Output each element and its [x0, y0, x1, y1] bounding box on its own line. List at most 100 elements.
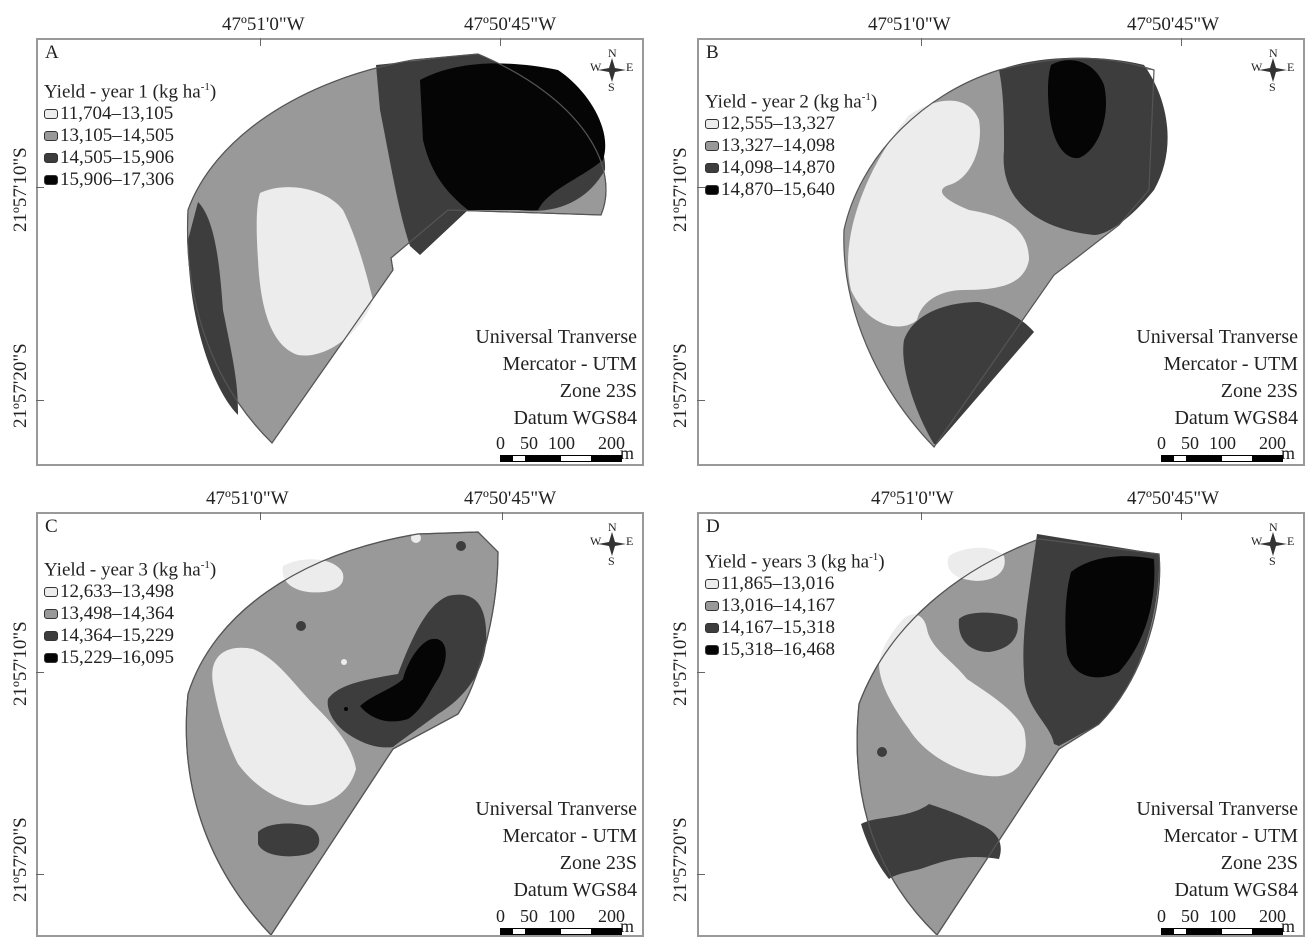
yield-zone: [1065, 556, 1155, 678]
legend-swatch: [44, 609, 58, 620]
lat-label-top: 21º57'10"S: [10, 621, 31, 706]
legend-item: 12,555–13,327: [705, 113, 877, 135]
yield-spot: [344, 707, 348, 711]
lon-label-left: 47º51'0"W: [206, 488, 289, 509]
field-boundary: [856, 538, 1161, 935]
compass-rose-icon: N W E S: [1251, 520, 1295, 568]
lon-label-right: 47º50'45"W: [464, 488, 557, 509]
yield-map-b: [843, 57, 1168, 448]
panel-letter: B: [706, 42, 719, 63]
legend-item: 14,505–15,906: [44, 147, 216, 169]
lat-label-top: 21º57'10"S: [670, 147, 691, 232]
lon-label-left: 47º51'0"W: [871, 488, 954, 509]
legend-swatch: [44, 631, 58, 642]
legend-item: 11,865–13,016: [705, 573, 885, 595]
legend-swatch: [44, 175, 58, 186]
legend-title: Yield - years 3 (kg ha-1): [705, 551, 885, 573]
legend-swatch: [705, 119, 719, 130]
yield-spot: [411, 533, 421, 543]
legend-swatch: [44, 587, 58, 598]
yield-zone: [282, 559, 344, 593]
compass-rose-icon: N W E S: [1251, 46, 1295, 94]
yield-zone: [958, 612, 1018, 652]
legend-item: 14,364–15,229: [44, 625, 216, 647]
lat-label-bottom: 21º57'20"S: [10, 817, 31, 902]
legend-swatch: [705, 163, 719, 174]
map-panel-d: D Yield - years 3 (kg ha-1) 11,865–13,01…: [697, 512, 1305, 937]
legend-item: 14,167–15,318: [705, 617, 885, 639]
lon-label-right: 47º50'45"W: [1127, 488, 1220, 509]
compass-rose-icon: N W E S: [590, 520, 634, 568]
yield-spot: [877, 747, 887, 757]
projection-info: Universal Tranverse Mercator - UTM Zone …: [475, 798, 637, 901]
legend-title: Yield - year 3 (kg ha-1): [44, 559, 217, 581]
legend: Yield - year 1 (kg ha-1) 11,704–13,105 1…: [44, 76, 216, 191]
field-boundary: [843, 57, 1155, 448]
lat-label-top: 21º57'10"S: [670, 621, 691, 706]
yield-zone: [212, 647, 356, 806]
legend-item: 15,906–17,306: [44, 169, 216, 191]
yield-zone: [861, 804, 1001, 879]
yield-zone: [188, 202, 238, 415]
legend-item: 15,318–16,468: [705, 639, 885, 661]
lon-label-left: 47º51'0"W: [222, 14, 305, 35]
legend-item: 13,016–14,167: [705, 595, 885, 617]
yield-zone: [1047, 60, 1107, 159]
compass-rose-icon: N W E S: [590, 46, 634, 94]
scale-bar: 0 50 100 200 m: [1157, 906, 1296, 936]
projection-info: Universal Tranverse Mercator - UTM Zone …: [475, 326, 637, 429]
legend-item: 13,105–14,505: [44, 125, 216, 147]
legend-swatch: [44, 109, 58, 120]
lon-label-right: 47º50'45"W: [464, 14, 557, 35]
lat-label-bottom: 21º57'20"S: [670, 817, 691, 902]
lat-label-top: 21º57'10"S: [10, 147, 31, 232]
scale-bar: 0 50 100 200 m: [496, 906, 635, 936]
panel-letter: C: [45, 516, 58, 537]
yield-map-d: [856, 534, 1161, 935]
legend-item: 13,327–14,098: [705, 135, 877, 157]
legend-title: Yield - year 1 (kg ha-1): [44, 81, 217, 103]
yield-zone: [848, 100, 1029, 327]
legend-swatch: [705, 185, 719, 196]
scale-bar: 0 50 100 200 m: [1157, 433, 1296, 463]
yield-zone: [256, 187, 373, 356]
legend-swatch: [44, 131, 58, 142]
lon-label-right: 47º50'45"W: [1127, 14, 1220, 35]
lon-label-left: 47º51'0"W: [868, 14, 951, 35]
legend-swatch: [705, 141, 719, 152]
map-panel-b: B Yield - year 2 (kg ha-1) 12,555–13,327…: [697, 38, 1305, 466]
field-boundary: [186, 53, 607, 444]
legend-item: 15,229–16,095: [44, 647, 216, 669]
yield-spot: [341, 659, 347, 665]
legend: Yield - year 2 (kg ha-1) 12,555–13,327 1…: [705, 86, 877, 201]
yield-spot: [456, 541, 466, 551]
yield-zone: [258, 823, 320, 857]
field-boundary: [185, 531, 499, 935]
projection-info: Universal Tranverse Mercator - UTM Zone …: [1136, 326, 1298, 429]
lat-label-bottom: 21º57'20"S: [670, 343, 691, 428]
yield-zone: [947, 547, 1005, 581]
yield-map-c: [185, 531, 499, 935]
yield-spot: [296, 621, 306, 631]
legend-item: 12,633–13,498: [44, 581, 216, 603]
panel-letter: D: [706, 516, 720, 537]
yield-zone: [903, 302, 1034, 444]
legend-item: 13,498–14,364: [44, 603, 216, 625]
panel-letter: A: [45, 42, 59, 63]
legend-item: 11,704–13,105: [44, 103, 216, 125]
yield-zone: [879, 614, 1026, 777]
legend-swatch: [44, 653, 58, 664]
legend-swatch: [705, 579, 719, 590]
legend-swatch: [705, 623, 719, 634]
projection-info: Universal Tranverse Mercator - UTM Zone …: [1136, 798, 1298, 901]
legend-swatch: [705, 601, 719, 612]
map-panel-c: C Yield - year 3 (kg ha-1) 12,633–13,498…: [36, 512, 644, 937]
yield-zone: [420, 63, 606, 210]
legend-swatch: [705, 645, 719, 656]
legend-title: Yield - year 2 (kg ha-1): [705, 91, 878, 113]
yield-map-a: [186, 53, 607, 444]
legend: Yield - years 3 (kg ha-1) 11,865–13,016 …: [705, 546, 885, 661]
legend-item: 14,870–15,640: [705, 179, 877, 201]
map-panel-a: A Yield - year 1 (kg ha-1) 11,704–13,105…: [36, 38, 644, 466]
scale-bar: 0 50 100 200 m: [496, 433, 635, 463]
